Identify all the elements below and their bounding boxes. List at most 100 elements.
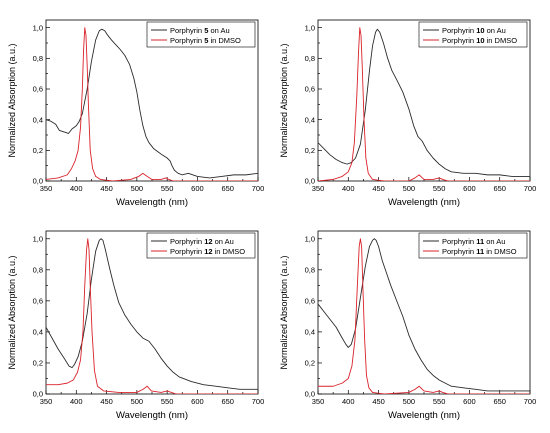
y-tick-label: 1,0: [305, 234, 315, 243]
x-tick-label: 350: [312, 184, 325, 193]
x-tick-label: 550: [433, 184, 446, 193]
legend-text: Porphyrin: [442, 26, 476, 35]
series-line-au: [318, 28, 530, 177]
legend-entry: Porphyrin 5 on Au: [170, 26, 230, 35]
y-axis-label: Normalized Absorption (a.u.): [7, 43, 17, 157]
x-tick-label: 600: [463, 397, 476, 406]
x-axis-label: Wavelength (nm): [388, 410, 460, 421]
y-tick-label: 0,6: [305, 85, 315, 94]
legend-entry: Porphyrin 10 in DMSO: [442, 36, 517, 45]
y-tick-label: 0,6: [305, 296, 315, 305]
x-tick-label: 450: [372, 397, 385, 406]
legend-compound-number: 10: [476, 36, 484, 45]
x-tick-label: 700: [524, 397, 537, 406]
x-tick-label: 400: [70, 184, 83, 193]
legend-compound-number: 10: [476, 26, 484, 35]
y-tick-label: 0,6: [33, 296, 43, 305]
legend-text: Porphyrin: [170, 26, 204, 35]
y-tick-label: 0,8: [305, 265, 315, 274]
legend-compound-number: 12: [204, 247, 212, 256]
legend-compound-number: 12: [204, 237, 212, 246]
legend-text: in DMSO: [485, 36, 518, 45]
x-tick-label: 600: [191, 397, 204, 406]
legend-entry: Porphyrin 10 on Au: [442, 26, 506, 35]
x-tick-label: 550: [161, 397, 174, 406]
legend-box: [146, 21, 256, 48]
x-axis-label: Wavelength (nm): [388, 197, 460, 208]
chart-panel-1: 350 400 450 500 550 600 650 700 0,0 0,2 0,4 0,6 0,8 1…: [7, 19, 265, 208]
y-axis-label: Normalized Absorption (a.u.): [279, 255, 289, 369]
series-line-au: [46, 28, 258, 179]
legend-text: Porphyrin: [170, 36, 204, 45]
y-axis-label: Normalized Absorption (a.u.): [7, 255, 17, 369]
x-tick-label: 500: [131, 397, 144, 406]
legend-entry: Porphyrin 5 in DMSO: [170, 36, 241, 45]
x-tick-label: 550: [433, 397, 446, 406]
legend-text: Porphyrin: [170, 247, 204, 256]
chart-panel-4: 350 400 450 500 550 600 650 700 0,0 0,2 0,4 0,6 0,8 1…: [279, 230, 537, 421]
legend-text: in DMSO: [208, 36, 241, 45]
series-line-dmso: [46, 238, 258, 394]
legend-text: Porphyrin: [170, 237, 204, 246]
series-line-dmso: [46, 27, 258, 181]
x-tick-label: 400: [342, 184, 355, 193]
y-tick-label: 0,2: [305, 146, 315, 155]
x-axis-label: Wavelength (nm): [116, 197, 188, 208]
y-tick-label: 0,8: [33, 54, 43, 63]
y-tick-label: 0,0: [33, 177, 43, 186]
legend-entry: Porphyrin 12 in DMSO: [170, 247, 245, 256]
legend-text: Porphyrin: [442, 237, 476, 246]
x-tick-label: 650: [493, 184, 506, 193]
x-tick-label: 450: [100, 397, 113, 406]
x-tick-label: 500: [131, 184, 144, 193]
x-tick-label: 350: [40, 397, 53, 406]
series-line-dmso: [318, 27, 530, 181]
y-tick-label: 1,0: [33, 23, 43, 32]
legend-text: on Au: [208, 26, 229, 35]
y-tick-label: 0,2: [33, 359, 43, 368]
legend-text: on Au: [485, 26, 506, 35]
legend-compound-number: 11: [476, 237, 484, 246]
y-tick-label: 0,8: [33, 265, 43, 274]
chart-panel-2: 350 400 450 500 550 600 650 700 0,0 0,2 0,4 0,6 0,8 1…: [279, 19, 537, 208]
legend-box: [146, 232, 256, 259]
y-tick-label: 0,4: [305, 328, 315, 337]
y-tick-label: 1,0: [33, 234, 43, 243]
x-tick-label: 600: [191, 184, 204, 193]
y-axis-label: Normalized Absorption (a.u.): [279, 43, 289, 157]
y-tick-label: 0,2: [305, 359, 315, 368]
legend-compound-number: 11: [476, 247, 484, 256]
x-tick-label: 600: [463, 184, 476, 193]
chart-panel-3: 350 400 450 500 550 600 650 700 0,0 0,2 0,4 0,6 0,8 1…: [7, 230, 265, 421]
legend-text: in DMSO: [213, 247, 246, 256]
x-tick-label: 700: [252, 397, 265, 406]
y-tick-label: 0,4: [33, 115, 43, 124]
x-tick-label: 650: [493, 397, 506, 406]
series-line-au: [318, 238, 530, 392]
legend-entry: Porphyrin 11 in DMSO: [442, 247, 517, 256]
legend-box: [418, 21, 528, 48]
x-tick-label: 450: [100, 184, 113, 193]
y-tick-label: 0,2: [33, 146, 43, 155]
legend-compound-number: 5: [204, 36, 208, 45]
x-tick-label: 700: [252, 184, 265, 193]
legend-box: [418, 232, 528, 259]
y-tick-label: 0,4: [305, 115, 315, 124]
x-tick-label: 700: [524, 184, 537, 193]
x-tick-label: 550: [161, 184, 174, 193]
y-tick-label: 0,0: [33, 390, 43, 399]
y-tick-label: 0,0: [305, 390, 315, 399]
x-tick-label: 650: [221, 184, 234, 193]
legend-entry: Porphyrin 11 on Au: [442, 237, 505, 246]
y-tick-label: 0,8: [305, 54, 315, 63]
x-tick-label: 350: [40, 184, 53, 193]
x-tick-label: 650: [221, 397, 234, 406]
legend-text: Porphyrin: [442, 36, 476, 45]
series-line-au: [46, 238, 258, 390]
x-tick-label: 450: [372, 184, 385, 193]
y-tick-label: 0,0: [305, 177, 315, 186]
